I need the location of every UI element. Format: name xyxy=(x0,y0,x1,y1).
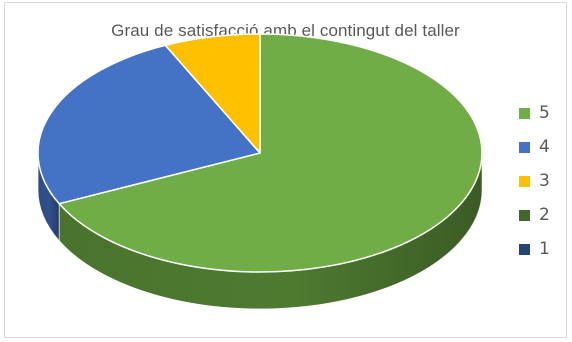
legend-swatch xyxy=(519,141,530,153)
legend-label: 5 xyxy=(539,103,550,123)
chart-title: Grau de satisfacció amb el contingut del… xyxy=(111,21,460,40)
legend-swatch xyxy=(519,209,530,221)
legend-swatch xyxy=(519,107,530,119)
legend-label: 2 xyxy=(539,205,550,225)
legend-item-4: 4 xyxy=(519,130,550,164)
pie-slice-5-side-shade xyxy=(59,153,483,309)
legend-item-5: 5 xyxy=(519,96,550,130)
legend-item-3: 3 xyxy=(519,164,550,198)
pie-slice-5 xyxy=(58,33,483,273)
legend-item-2: 2 xyxy=(519,198,550,232)
pie-slice-3 xyxy=(164,33,261,154)
legend-swatch xyxy=(519,175,530,187)
legend-swatch xyxy=(519,243,530,255)
pie-slice-4 xyxy=(37,44,261,205)
legend-item-1: 1 xyxy=(519,232,550,266)
pie-slice-4-side-shade xyxy=(38,153,60,241)
pie-sides xyxy=(37,152,483,310)
legend-label: 4 xyxy=(539,137,550,157)
pie-slices xyxy=(37,33,483,273)
legend-label: 1 xyxy=(539,239,550,259)
legend-label: 3 xyxy=(539,171,550,191)
legend: 5 4 3 2 1 xyxy=(519,96,550,266)
